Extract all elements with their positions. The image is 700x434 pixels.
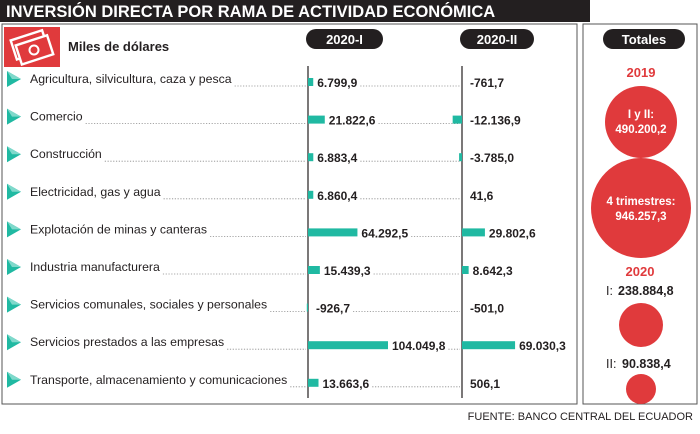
bar-2020-II: [452, 115, 462, 124]
totals-year-2019: 2019: [627, 65, 656, 80]
series-header-2020-I: 2020-I: [306, 29, 383, 49]
totals-panel: Totales 2019 I y II: 490.200,2 4 trimest…: [591, 29, 691, 404]
bar-2020-II: [462, 341, 516, 350]
triangle-arrow-highlight: [7, 296, 21, 305]
category-row: Transporte, almacenamiento y comunicacio…: [7, 371, 500, 391]
total-2020-ii-label: II:: [606, 357, 616, 371]
value-label-2020-I: -926,7: [316, 302, 350, 316]
category-label: Agricultura, silvicultura, caza y pesca: [30, 72, 232, 86]
category-label: Servicios prestados a las empresas: [30, 335, 224, 349]
bar-2020-I: [308, 78, 314, 86]
value-label-2020-II: 29.802,6: [489, 226, 536, 240]
triangle-arrow-highlight: [7, 108, 21, 117]
category-row: Comercio 21.822,6 -12.136,9: [7, 108, 521, 128]
bubble-2019-4t-label: 4 trimestres:: [606, 196, 675, 208]
bubble-2019-i-ii-label: I y II:: [628, 109, 654, 121]
left-panel-frame: [1, 23, 578, 405]
totals-header: Totales: [622, 32, 667, 47]
category-label: Transporte, almacenamiento y comunicacio…: [30, 373, 287, 387]
value-label-2020-I: 104.049,8: [392, 339, 446, 353]
title-bar: [0, 0, 590, 22]
totals-year-2020: 2020: [626, 264, 655, 279]
bar-2020-I: [308, 153, 314, 162]
bar-2020-I: [308, 115, 325, 124]
category-row: Electricidad, gas y agua 6.860,4 41,6: [7, 183, 494, 203]
category-row: Industria manufacturera 15.439,3 8.642,3: [7, 259, 513, 278]
totals-panel-frame: [582, 23, 698, 405]
bubble-2019-i-ii: [605, 86, 677, 158]
value-label-2020-I: 15.439,3: [324, 264, 371, 278]
triangle-arrow-highlight: [7, 259, 21, 267]
category-label: Explotación de minas y canteras: [30, 222, 207, 236]
total-2020-i-label: I:: [606, 284, 613, 298]
category-label: Servicios comunales, sociales y personal…: [30, 298, 267, 312]
chart-title: INVERSIÓN DIRECTA POR RAMA DE ACTIVIDAD …: [6, 2, 495, 21]
series-header-2020-II: 2020-II: [460, 29, 534, 49]
value-label-2020-II: -3.785,0: [470, 151, 514, 165]
triangle-arrow-highlight: [7, 371, 21, 380]
triangle-arrow-highlight: [7, 221, 21, 230]
category-row: Construcción 6.883,4 -3.785,0: [7, 146, 514, 165]
series-name-2020-II: 2020-II: [477, 32, 517, 47]
category-row: Servicios comunales, sociales y personal…: [7, 296, 504, 316]
value-label-2020-II: 69.030,3: [519, 339, 566, 353]
value-label-2020-II: -12.136,9: [470, 114, 521, 128]
bubble-2019-4t-value: 946.257,3: [615, 211, 666, 223]
bar-2020-I: [308, 266, 320, 274]
bar-2020-I: [308, 378, 319, 387]
category-label: Comercio: [30, 110, 83, 124]
category-label: Industria manufacturera: [30, 260, 160, 274]
value-label-2020-I: 64.292,5: [361, 226, 408, 240]
total-2020-i-value: 238.884,8: [618, 284, 674, 298]
bar-2020-II: [462, 266, 469, 274]
bar-2020-I: [306, 303, 308, 312]
category-label: Construcción: [30, 147, 102, 161]
category-label: Electricidad, gas y agua: [30, 185, 161, 199]
bar-2020-I: [308, 190, 314, 199]
triangle-arrow-highlight: [7, 334, 21, 343]
value-label-2020-II: -501,0: [470, 302, 504, 316]
value-label-2020-I: 6.799,9: [317, 76, 357, 90]
source-note: FUENTE: BANCO CENTRAL DEL ECUADOR: [468, 411, 693, 423]
triangle-arrow-highlight: [7, 183, 21, 192]
value-label-2020-II: 506,1: [470, 377, 500, 391]
category-row: Servicios prestados a las empresas 104.04…: [7, 334, 566, 353]
rows: Agricultura, silvicultura, caza y pesca 6…: [7, 71, 566, 391]
bar-2020-II: [459, 153, 462, 162]
value-label-2020-II: 41,6: [470, 189, 494, 203]
series-name-2020-I: 2020-I: [326, 32, 363, 47]
bar-2020-I: [308, 341, 388, 350]
money-bill-icon: [4, 27, 60, 67]
category-row: Agricultura, silvicultura, caza y pesca 6…: [7, 71, 504, 90]
bubble-2020-ii: [626, 374, 656, 404]
value-label-2020-I: 6.860,4: [317, 189, 357, 203]
value-label-2020-I: 6.883,4: [317, 151, 357, 165]
total-2020-ii-value: 90.838,4: [622, 357, 671, 371]
bar-2020-I: [308, 228, 358, 237]
value-label-2020-II: -761,7: [470, 76, 504, 90]
bubble-2019-i-ii-value: 490.200,2: [615, 124, 666, 136]
category-row: Explotación de minas y canteras 64.292,5 2…: [7, 221, 536, 240]
totals-header-pill: [603, 29, 685, 49]
bubble-2019-4t: [591, 158, 691, 258]
value-label-2020-I: 13.663,6: [323, 377, 370, 391]
triangle-arrow-highlight: [7, 71, 21, 79]
bar-2020-II: [462, 228, 485, 237]
value-label-2020-I: 21.822,6: [329, 114, 376, 128]
unit-label: Miles de dólares: [68, 39, 169, 54]
bubble-2020-i: [619, 303, 663, 347]
triangle-arrow-highlight: [7, 146, 21, 155]
value-label-2020-II: 8.642,3: [473, 264, 513, 278]
